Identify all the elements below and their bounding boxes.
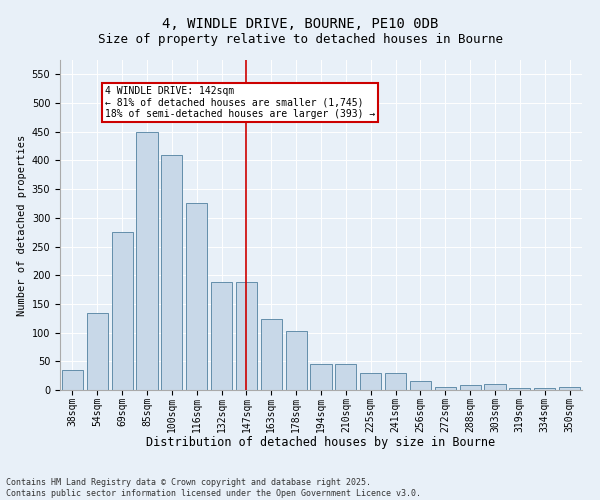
Y-axis label: Number of detached properties: Number of detached properties	[17, 134, 28, 316]
Text: Size of property relative to detached houses in Bourne: Size of property relative to detached ho…	[97, 32, 503, 46]
Bar	[62, 370, 83, 390]
Bar	[136, 132, 158, 390]
Bar	[460, 385, 481, 390]
Bar	[484, 384, 506, 390]
Bar	[435, 387, 456, 390]
Bar	[335, 364, 356, 390]
Text: 4 WINDLE DRIVE: 142sqm
← 81% of detached houses are smaller (1,745)
18% of semi-: 4 WINDLE DRIVE: 142sqm ← 81% of detached…	[105, 86, 375, 119]
Bar	[112, 232, 133, 390]
Bar	[286, 331, 307, 390]
Bar	[534, 388, 555, 390]
Bar	[186, 204, 207, 390]
Bar	[87, 312, 108, 390]
Bar	[236, 282, 257, 390]
Bar	[509, 388, 530, 390]
Bar	[261, 320, 282, 390]
Bar	[360, 373, 381, 390]
X-axis label: Distribution of detached houses by size in Bourne: Distribution of detached houses by size …	[146, 436, 496, 448]
Text: Contains HM Land Registry data © Crown copyright and database right 2025.
Contai: Contains HM Land Registry data © Crown c…	[6, 478, 421, 498]
Bar	[410, 382, 431, 390]
Bar	[559, 387, 580, 390]
Bar	[385, 373, 406, 390]
Text: 4, WINDLE DRIVE, BOURNE, PE10 0DB: 4, WINDLE DRIVE, BOURNE, PE10 0DB	[162, 18, 438, 32]
Bar	[310, 364, 332, 390]
Bar	[161, 154, 182, 390]
Bar	[211, 282, 232, 390]
